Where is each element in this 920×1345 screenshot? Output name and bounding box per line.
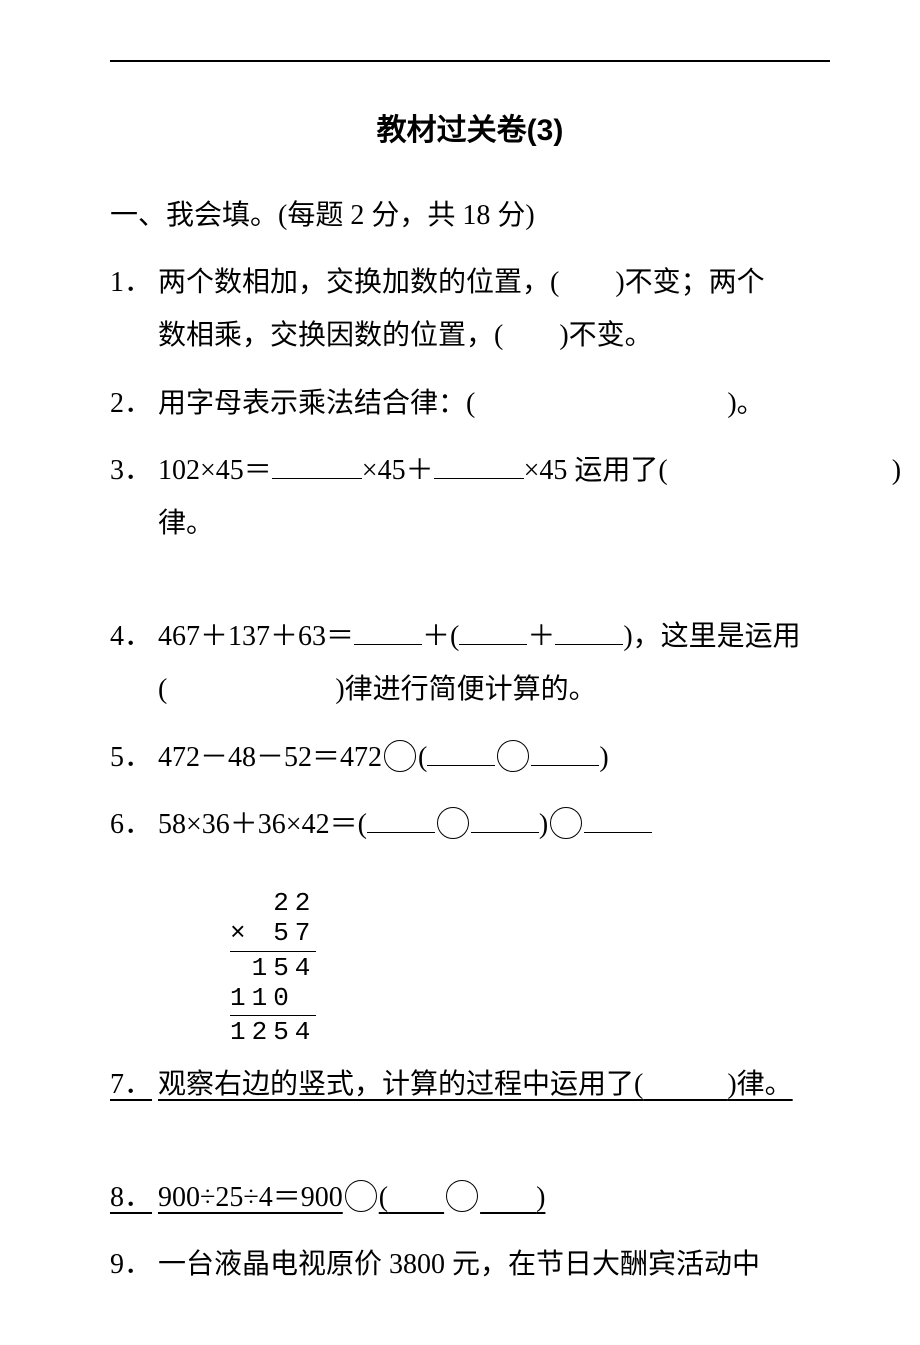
text-fragment: 900÷25÷4＝900 — [158, 1182, 343, 1213]
text-fragment: ) — [539, 809, 548, 840]
question-7: 7． 观察右边的竖式，计算的过程中运用了( )律。 — [110, 1058, 830, 1111]
text-fragment: ＋ — [527, 621, 555, 652]
text-fragment: ) — [536, 1182, 545, 1213]
fill-blank — [427, 735, 495, 765]
text-fragment: )律进行简便计算的。 — [335, 674, 596, 705]
text-fragment: 102×45＝ — [158, 455, 272, 486]
calc-rule — [230, 951, 316, 952]
circle-blank-icon — [437, 807, 469, 839]
text-fragment: ＋( — [422, 621, 459, 652]
fill-blank — [434, 448, 524, 478]
text-fragment: 两个数相加，交换加数的位置，( — [158, 267, 559, 298]
underlined-text: 900÷25÷4＝900 ( ) — [158, 1182, 545, 1213]
calc-row: 110 — [230, 984, 316, 1014]
circle-blank-icon — [345, 1180, 377, 1212]
paren-blank — [559, 267, 615, 298]
fill-blank — [471, 802, 539, 832]
text-fragment: ( — [418, 742, 427, 773]
text-fragment: )，这里是运用 — [623, 621, 800, 652]
calc-rule — [230, 1015, 316, 1016]
underlined-text: 观察右边的竖式，计算的过程中运用了( )律。 — [158, 1069, 793, 1100]
question-number: 8． — [110, 1171, 158, 1224]
text-fragment: )不变；两个 — [615, 267, 764, 298]
section-1-heading: 一、我会填。(每题 2 分，共 18 分) — [110, 189, 830, 242]
text-fragment: ×45＋ — [362, 455, 434, 486]
circle-blank-icon — [384, 740, 416, 772]
circle-blank-icon — [446, 1180, 478, 1212]
question-6: 6． 58×36＋36×42＝() — [110, 798, 830, 851]
text-fragment: 观察右边的竖式，计算的过程中运用了( — [158, 1069, 643, 1100]
text-fragment: 467＋137＋63＝ — [158, 621, 354, 652]
circle-blank-icon — [497, 740, 529, 772]
fill-blank — [272, 448, 362, 478]
text-fragment: 数相乘，交换因数的位置，( )不变。 — [158, 320, 653, 351]
question-8: 8． 900÷25÷4＝900 ( ) — [110, 1171, 830, 1224]
question-body: 467＋137＋63＝ ＋( ＋ )，这里是运用 ( )律进行简便计算的。 — [158, 610, 830, 716]
question-body: 102×45＝×45＋×45 运用了( )律。 — [158, 444, 910, 550]
text-fragment: )。 — [727, 388, 764, 419]
question-1: 1． 两个数相加，交换加数的位置，( )不变；两个 数相乘，交换因数的位置，( … — [110, 256, 830, 362]
circle-blank-icon — [550, 807, 582, 839]
question-number: 4． — [110, 610, 158, 663]
fill-blank — [367, 802, 435, 832]
calc-row: 1254 — [230, 1018, 316, 1048]
fill-blank — [354, 615, 422, 645]
calc-row: 154 — [230, 954, 316, 984]
fill-blank — [584, 802, 652, 832]
question-number: 7． — [110, 1058, 158, 1111]
vertical-multiplication: 22 × 57 154 110 1254 — [230, 889, 316, 1048]
question-number: 3． — [110, 444, 158, 497]
question-3: 3． 102×45＝×45＋×45 运用了( )律。 — [110, 444, 910, 550]
calc-row: 22 — [230, 889, 316, 919]
question-number: 2． — [110, 377, 158, 430]
fill-blank — [555, 615, 623, 645]
worksheet-title: 教材过关卷(3) — [110, 102, 830, 159]
question-2: 2． 用字母表示乘法结合律：( )。 — [110, 377, 830, 430]
text-fragment: ( — [379, 1182, 388, 1213]
underlined-text: 7． — [110, 1069, 152, 1100]
question-5: 5． 472－48－52＝472 () — [110, 731, 830, 784]
text-fragment: 一台液晶电视原价 3800 元，在节日大酬宾活动中 — [158, 1249, 760, 1280]
text-fragment: ( — [158, 674, 167, 705]
text-fragment: 用字母表示乘法结合律：( — [158, 388, 475, 419]
question-body: 观察右边的竖式，计算的过程中运用了( )律。 — [158, 1058, 830, 1111]
text-fragment: 472－48－52＝472 — [158, 742, 382, 773]
paren-blank — [668, 455, 892, 486]
question-number: 5． — [110, 731, 158, 784]
spacer — [110, 1125, 830, 1171]
calc-row: × 57 — [230, 919, 316, 949]
paren-blank — [475, 388, 727, 419]
question-body: 用字母表示乘法结合律：( )。 — [158, 377, 830, 430]
question-body: 472－48－52＝472 () — [158, 731, 830, 784]
page-root: 教材过关卷(3) 一、我会填。(每题 2 分，共 18 分) 1． 两个数相加，… — [0, 0, 920, 1345]
text-fragment: 58×36＋36×42＝( — [158, 809, 367, 840]
top-rule — [110, 60, 830, 62]
question-body: 一台液晶电视原价 3800 元，在节日大酬宾活动中 — [158, 1238, 830, 1291]
question-number: 9． — [110, 1238, 158, 1291]
text-fragment: ) — [599, 742, 608, 773]
underlined-text: 8． — [110, 1182, 152, 1213]
question-9: 9． 一台液晶电视原价 3800 元，在节日大酬宾活动中 — [110, 1238, 830, 1291]
question-number: 6． — [110, 798, 158, 851]
fill-blank — [531, 735, 599, 765]
question-body: 两个数相加，交换加数的位置，( )不变；两个 数相乘，交换因数的位置，( )不变… — [158, 256, 830, 362]
text-fragment: )律。 — [727, 1069, 792, 1100]
question-body: 58×36＋36×42＝() — [158, 798, 830, 851]
question-4: 4． 467＋137＋63＝ ＋( ＋ )，这里是运用 ( )律进行简便计算的。 — [110, 610, 830, 716]
question-body: 900÷25÷4＝900 ( ) — [158, 1171, 830, 1224]
spacer — [110, 564, 830, 610]
question-number: 1． — [110, 256, 158, 309]
fill-blank — [459, 615, 527, 645]
paren-blank — [167, 674, 335, 705]
text-fragment: ×45 运用了( — [524, 455, 668, 486]
